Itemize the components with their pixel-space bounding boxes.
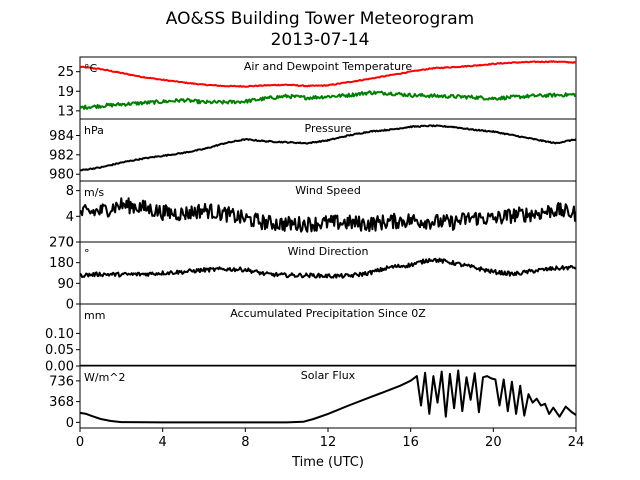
panel-title: Solar Flux — [301, 369, 356, 382]
panel-5: 0.00 0.050.10 mm Accumulated Precipitation … — [45, 303, 577, 375]
panel-unit: W/m^2 — [84, 371, 126, 384]
y-tick-label: 4 — [66, 210, 74, 225]
panel-title: Accumulated Precipitation Since 0Z — [230, 307, 426, 320]
panel-3: 0 4 8 m/s Wind Speed — [66, 180, 577, 251]
x-tick-label: 8 — [241, 435, 249, 450]
y-tick-label: 0.00 — [45, 360, 74, 375]
figure-title: AO&SS Building Tower Meteorogram — [166, 9, 474, 29]
x-tick-label: 20 — [485, 435, 502, 450]
series-line-1 — [80, 257, 576, 279]
x-axis: 0 4 8 12 16 20 24 — [76, 428, 584, 450]
y-tick-label: 980 — [49, 168, 74, 183]
y-tick-label: 0 — [66, 416, 74, 431]
y-tick-label: 0.10 — [45, 327, 74, 342]
panel-2: 980 982 984 hPa Pressure — [49, 118, 577, 183]
y-tick-label: 8 — [66, 184, 74, 199]
panel-4: 0 90 180 270 ° Wind Direction — [49, 236, 577, 313]
series-line-1 — [80, 197, 576, 233]
y-tick-label: 0 — [66, 298, 74, 313]
series-line-1 — [80, 124, 576, 172]
figure-date: 2013-07-14 — [271, 30, 370, 50]
x-axis-label: Time (UTC) — [291, 455, 364, 470]
y-tick-label: 0 — [66, 236, 74, 251]
x-tick-label: 16 — [402, 435, 419, 450]
y-tick-label: 982 — [49, 148, 74, 163]
y-tick-label: 25 — [57, 65, 74, 80]
y-tick-label: 270 — [49, 236, 74, 251]
panel-6: 0 368 736 W/m^2 Solar Flux — [49, 365, 577, 431]
panel-unit: ° — [84, 247, 90, 260]
y-tick-label: 984 — [49, 129, 74, 144]
x-tick-label: 4 — [159, 435, 167, 450]
y-tick-label: 368 — [49, 395, 74, 410]
series-line-1 — [80, 60, 576, 88]
series-line-1 — [80, 369, 576, 424]
y-tick-label: 0.05 — [45, 343, 74, 358]
panel-title: Wind Direction — [288, 245, 369, 258]
x-tick-label: 0 — [76, 435, 84, 450]
y-tick-label: 180 — [49, 256, 74, 271]
y-tick-label: 13 — [57, 104, 74, 119]
panel-unit: mm — [84, 309, 105, 322]
y-tick-label: 90 — [57, 277, 74, 292]
series-line-2 — [80, 90, 576, 110]
panel-title: Pressure — [305, 122, 352, 135]
y-tick-label: 19 — [57, 85, 74, 100]
panel-unit: °C — [84, 62, 98, 75]
x-tick-label: 24 — [568, 435, 585, 450]
panel-title: Air and Dewpoint Temperature — [244, 60, 412, 73]
panel-title: Wind Speed — [295, 184, 361, 197]
panel-1: 13 19 25 °C Air and Dewpoint Temperature — [57, 56, 577, 120]
panel-unit: hPa — [84, 124, 104, 137]
x-tick-label: 12 — [320, 435, 337, 450]
panel-unit: m/s — [84, 186, 104, 199]
y-tick-label: 736 — [49, 374, 74, 389]
